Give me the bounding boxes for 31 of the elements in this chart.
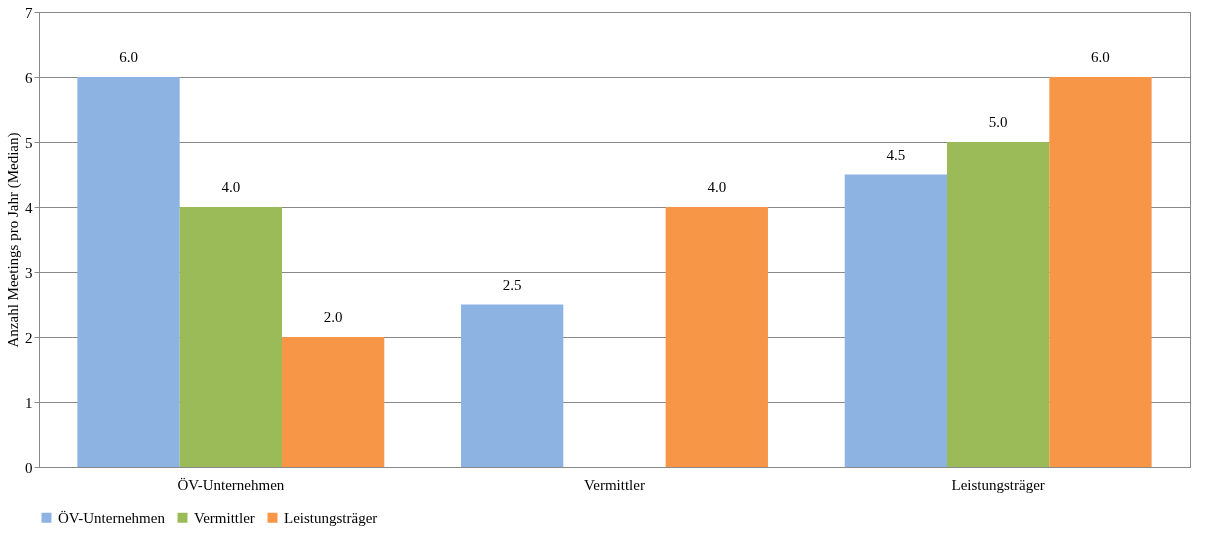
x-tick-label: ÖV-Unternehmen [177, 476, 285, 493]
y-tick-label: 4 [25, 199, 33, 216]
y-tick-label: 7 [25, 4, 33, 21]
bar [1049, 77, 1152, 467]
y-tick-label: 3 [25, 264, 33, 281]
legend-label: Leistungsträger [284, 509, 378, 526]
data-label: 6.0 [1091, 49, 1110, 65]
bar [179, 207, 282, 467]
x-tick-label: Leistungsträger [951, 476, 1045, 493]
legend-label: Vermittler [194, 509, 255, 526]
data-label: 2.5 [502, 276, 522, 293]
bar [947, 142, 1050, 467]
data-label: 6.0 [119, 49, 138, 65]
y-tick-label: 2 [25, 329, 33, 346]
data-label: 4.0 [221, 179, 241, 195]
bar [281, 337, 385, 467]
bar [77, 77, 180, 467]
y-tick-label: 5 [25, 134, 33, 151]
y-tick-label: 1 [25, 394, 33, 411]
y-axis-title: Anzahl Meetings pro Jahr (Median) [5, 132, 22, 348]
bar [665, 207, 768, 467]
legend-label: ÖV-Unternehmen [58, 509, 166, 526]
x-tick-label: Vermittler [584, 476, 645, 493]
data-label: 2.0 [323, 309, 343, 325]
bar [461, 304, 564, 467]
y-tick-label: 0 [25, 459, 33, 476]
y-tick-label: 6 [25, 69, 33, 86]
data-label: 5.0 [988, 114, 1008, 130]
data-label: 4.0 [707, 179, 727, 195]
data-label: 4.5 [886, 146, 906, 163]
bar [844, 174, 948, 467]
